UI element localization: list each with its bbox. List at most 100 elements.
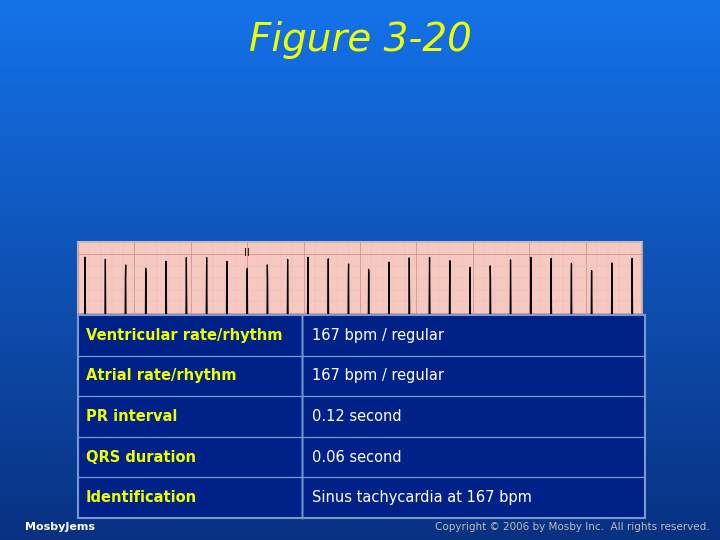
Bar <box>0 173 720 178</box>
Bar <box>0 383 720 389</box>
Bar <box>0 0 720 5</box>
Bar <box>0 356 720 362</box>
Bar <box>0 119 720 124</box>
Bar <box>0 16 720 22</box>
Bar <box>0 373 720 378</box>
Bar <box>0 529 720 535</box>
Bar <box>0 335 720 340</box>
Bar <box>0 518 720 524</box>
Bar <box>0 432 720 437</box>
Bar <box>0 513 720 518</box>
Bar <box>0 243 720 248</box>
Bar <box>0 162 720 167</box>
Bar <box>0 43 720 49</box>
Bar <box>0 76 720 81</box>
Bar <box>0 97 720 103</box>
Bar <box>0 108 720 113</box>
Bar <box>0 54 720 59</box>
Bar <box>0 475 720 481</box>
Bar <box>0 216 720 221</box>
Bar <box>0 254 720 259</box>
Bar <box>0 443 720 448</box>
Text: QRS duration: QRS duration <box>86 450 196 464</box>
Bar <box>0 248 720 254</box>
Bar <box>0 135 720 140</box>
Bar <box>0 491 720 497</box>
Bar <box>0 437 720 443</box>
Bar <box>0 351 720 356</box>
Bar <box>0 459 720 464</box>
Bar <box>0 65 720 70</box>
Bar <box>0 367 720 373</box>
Bar <box>0 410 720 416</box>
Bar <box>0 292 720 297</box>
Bar <box>0 22 720 27</box>
Text: 167 bpm / regular: 167 bpm / regular <box>312 368 444 383</box>
Bar <box>0 378 720 383</box>
Bar <box>0 103 720 108</box>
Bar <box>0 151 720 157</box>
Bar <box>0 405 720 410</box>
Bar <box>0 178 720 184</box>
Bar <box>78 315 645 518</box>
Bar <box>0 238 720 243</box>
Bar <box>0 81 720 86</box>
Bar <box>0 205 720 211</box>
Bar <box>0 302 720 308</box>
Text: Ventricular rate/rhythm: Ventricular rate/rhythm <box>86 328 282 343</box>
Bar <box>0 535 720 540</box>
Bar <box>0 5 720 11</box>
Bar <box>0 313 720 319</box>
Bar <box>0 27 720 32</box>
Bar <box>0 70 720 76</box>
Bar <box>0 275 720 281</box>
Bar <box>0 362 720 367</box>
Bar <box>0 524 720 529</box>
Bar <box>0 49 720 54</box>
Text: Sinus tachycardia at 167 bpm: Sinus tachycardia at 167 bpm <box>312 490 532 505</box>
Bar <box>0 157 720 162</box>
Bar <box>0 454 720 459</box>
Bar <box>0 346 720 351</box>
Bar <box>0 200 720 205</box>
Bar <box>0 508 720 513</box>
Text: Copyright © 2006 by Mosby Inc.  All rights reserved.: Copyright © 2006 by Mosby Inc. All right… <box>436 522 710 532</box>
Bar <box>0 340 720 346</box>
Bar <box>0 416 720 421</box>
Bar <box>0 286 720 292</box>
Text: II: II <box>244 248 250 258</box>
Bar <box>0 502 720 508</box>
Bar <box>0 297 720 302</box>
Bar <box>0 259 720 265</box>
Bar <box>0 227 720 232</box>
Text: 0.06 second: 0.06 second <box>312 450 402 464</box>
Bar <box>0 265 720 270</box>
Bar <box>0 140 720 146</box>
Bar <box>0 497 720 502</box>
Bar <box>0 389 720 394</box>
Bar <box>0 189 720 194</box>
Bar <box>0 270 720 275</box>
Bar <box>0 486 720 491</box>
Bar <box>0 32 720 38</box>
Bar <box>0 464 720 470</box>
Text: Identification: Identification <box>86 490 197 505</box>
Bar <box>0 221 720 227</box>
Bar <box>78 432 642 450</box>
Bar <box>0 232 720 238</box>
Text: MosbyJems: MosbyJems <box>25 522 95 532</box>
Bar <box>0 11 720 16</box>
Text: 167 bpm / regular: 167 bpm / regular <box>312 328 444 343</box>
Bar <box>0 400 720 405</box>
Bar <box>0 211 720 216</box>
Bar <box>0 394 720 400</box>
Bar <box>0 130 720 135</box>
Text: Figure 3-20: Figure 3-20 <box>248 21 472 59</box>
Bar <box>0 146 720 151</box>
Bar <box>0 59 720 65</box>
Bar <box>0 329 720 335</box>
Bar <box>0 38 720 43</box>
Bar <box>0 481 720 486</box>
Bar <box>0 448 720 454</box>
Text: Atrial rate/rhythm: Atrial rate/rhythm <box>86 368 236 383</box>
